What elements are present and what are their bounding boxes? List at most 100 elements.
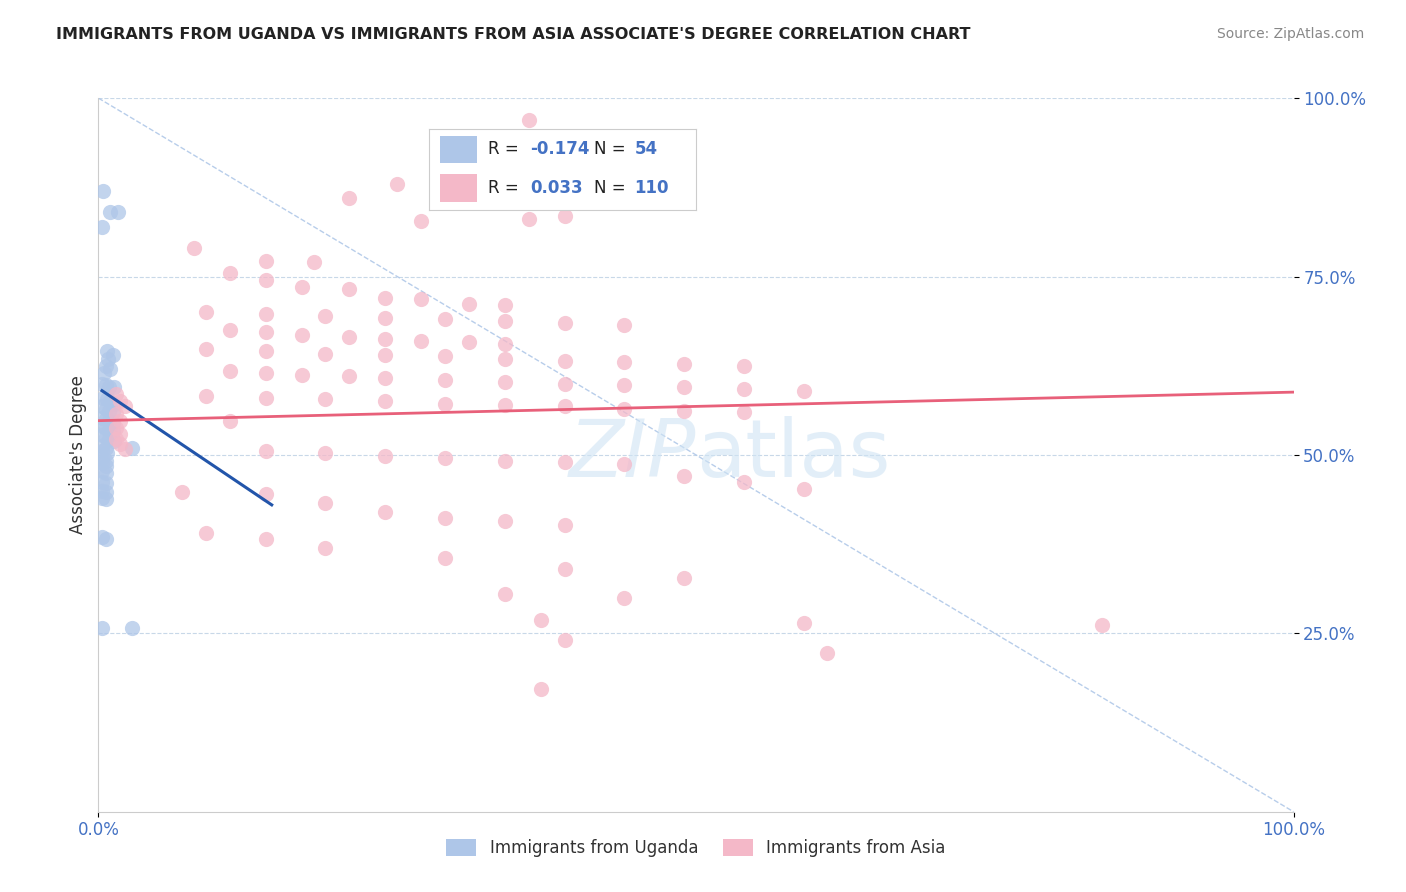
Point [219, 323, 242, 337]
Point [494, 298, 516, 312]
Point [98, 362, 122, 376]
Point [91, 530, 114, 544]
Point [96, 392, 118, 407]
Point [290, 368, 312, 382]
Point [315, 309, 337, 323]
Point [97, 351, 120, 366]
Point [98, 205, 122, 219]
Point [96, 344, 118, 359]
Point [114, 442, 136, 457]
Point [98, 414, 121, 428]
Point [194, 526, 217, 541]
Point [94, 453, 117, 467]
Point [103, 396, 125, 410]
Point [733, 382, 755, 396]
Point [613, 378, 636, 392]
Point [98, 403, 121, 417]
Point [315, 541, 337, 555]
Point [91, 410, 114, 425]
Point [517, 212, 540, 227]
Point [94, 466, 117, 480]
Bar [440, 136, 477, 163]
Point [91, 483, 114, 498]
Text: 110: 110 [634, 179, 669, 197]
Y-axis label: Associate's Degree: Associate's Degree [69, 376, 87, 534]
Point [91, 219, 114, 234]
Point [96, 446, 118, 460]
Point [101, 416, 124, 430]
Point [91, 444, 114, 458]
Point [673, 403, 696, 417]
Point [94, 492, 117, 507]
Point [673, 469, 696, 483]
Point [94, 378, 117, 392]
Text: N =: N = [595, 179, 631, 197]
Point [433, 373, 456, 387]
Point [494, 337, 516, 351]
Point [458, 296, 481, 310]
Point [254, 366, 277, 380]
Point [98, 432, 121, 446]
Point [108, 414, 131, 428]
Point [254, 391, 277, 405]
Point [219, 364, 242, 378]
Point [554, 517, 576, 532]
Point [494, 314, 516, 328]
Point [108, 426, 131, 441]
Point [554, 633, 576, 648]
Point [337, 330, 360, 344]
Point [433, 510, 456, 524]
Text: atlas: atlas [696, 416, 890, 494]
Point [433, 350, 456, 364]
Point [108, 394, 131, 409]
Point [374, 450, 396, 464]
Point [494, 587, 516, 601]
Point [433, 312, 456, 326]
Point [554, 562, 576, 576]
Bar [440, 174, 477, 202]
Point [433, 396, 456, 410]
Point [94, 476, 117, 491]
Point [613, 355, 636, 369]
Point [94, 485, 117, 500]
Text: R =: R = [488, 140, 523, 159]
Point [673, 357, 696, 371]
Point [337, 191, 360, 205]
Point [374, 371, 396, 385]
Point [613, 457, 636, 471]
Point [374, 505, 396, 519]
Point [374, 394, 396, 409]
Point [315, 346, 337, 360]
Point [433, 451, 456, 466]
Point [374, 348, 396, 362]
Point [554, 316, 576, 330]
Point [374, 291, 396, 305]
Point [103, 434, 125, 448]
Point [91, 428, 114, 442]
Point [94, 412, 117, 426]
Point [94, 441, 117, 455]
Point [793, 482, 815, 496]
Point [613, 318, 636, 332]
Text: 0.033: 0.033 [530, 179, 583, 197]
Point [91, 451, 114, 466]
Point [290, 280, 312, 294]
Point [219, 414, 242, 428]
Point [793, 615, 815, 630]
Text: Source: ZipAtlas.com: Source: ZipAtlas.com [1216, 27, 1364, 41]
Point [94, 421, 117, 435]
Point [107, 205, 129, 219]
Point [254, 253, 277, 268]
Point [114, 400, 136, 414]
Point [613, 591, 636, 605]
Point [374, 332, 396, 346]
Point [91, 491, 114, 505]
Point [91, 621, 114, 635]
Point [98, 394, 122, 409]
Point [183, 241, 205, 255]
Point [194, 389, 217, 403]
Point [172, 485, 194, 500]
Point [411, 214, 433, 228]
Point [94, 430, 117, 444]
Point [554, 209, 576, 223]
